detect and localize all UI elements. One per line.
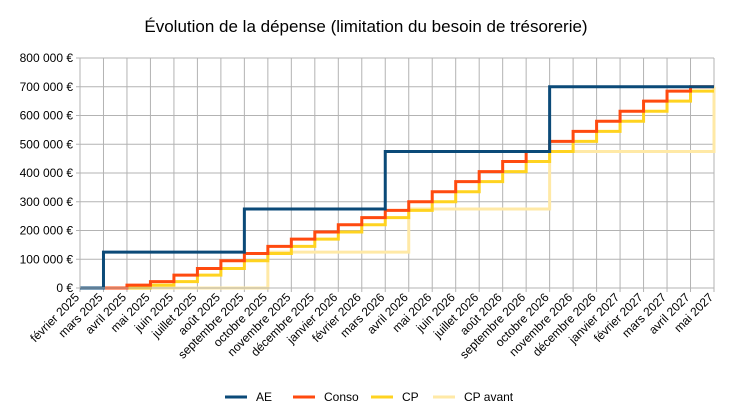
y-tick-label: 0 € — [56, 281, 73, 295]
series-line-cp — [80, 89, 714, 290]
legend-label: CP — [402, 390, 419, 404]
y-tick-label: 200 000 € — [20, 224, 74, 238]
y-tick-label: 800 000 € — [20, 51, 74, 65]
series-line-ae — [80, 85, 714, 290]
legend: AE Conso CP CP avant — [225, 390, 514, 404]
chart-title: Évolution de la dépense (limitation du b… — [144, 17, 587, 36]
grid-lines — [79, 57, 715, 289]
y-tick-label: 500 000 € — [20, 137, 74, 151]
axes — [79, 58, 714, 289]
y-axis-ticks: 0 € 100 000 € 200 000 € 300 000 € 400 000 € 5… — [20, 51, 80, 295]
legend-label: CP avant — [464, 390, 514, 404]
legend-label: Conso — [324, 390, 359, 404]
y-tick-label: 100 000 € — [20, 252, 74, 266]
series-lines — [80, 85, 716, 290]
y-tick-label: 600 000 € — [20, 109, 74, 123]
y-tick-label: 400 000 € — [20, 166, 74, 180]
series-line-conso — [80, 85, 714, 290]
y-tick-label: 700 000 € — [20, 80, 74, 94]
y-tick-label: 300 000 € — [20, 195, 74, 209]
legend-label: AE — [256, 390, 272, 404]
